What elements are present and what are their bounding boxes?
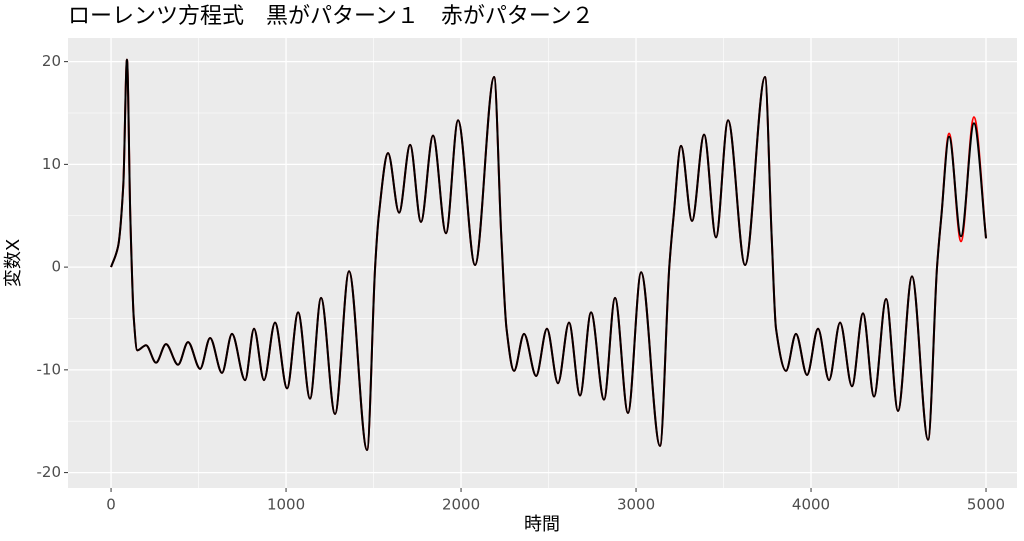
y-tick-label: -20 — [37, 463, 62, 481]
x-tick-label: 1000 — [267, 496, 305, 514]
plot-panel — [68, 38, 1017, 488]
x-tick-label: 5000 — [967, 496, 1005, 514]
x-tick-label: 4000 — [792, 496, 830, 514]
x-axis-title: 時間 — [524, 514, 560, 535]
y-tick-label: -10 — [37, 360, 62, 378]
chart-title: ローレンツ方程式 黒がパターン１ 赤がパターン２ — [68, 4, 594, 29]
y-tick-label: 20 — [42, 52, 61, 70]
y-tick-label: 10 — [42, 155, 61, 173]
x-tick-label: 3000 — [617, 496, 655, 514]
line-series — [110, 58, 988, 451]
y-tick-label: 0 — [51, 258, 61, 276]
y-axis-title: 変数X — [3, 239, 24, 287]
x-tick-label: 0 — [106, 496, 116, 514]
x-tick-label: 2000 — [442, 496, 480, 514]
